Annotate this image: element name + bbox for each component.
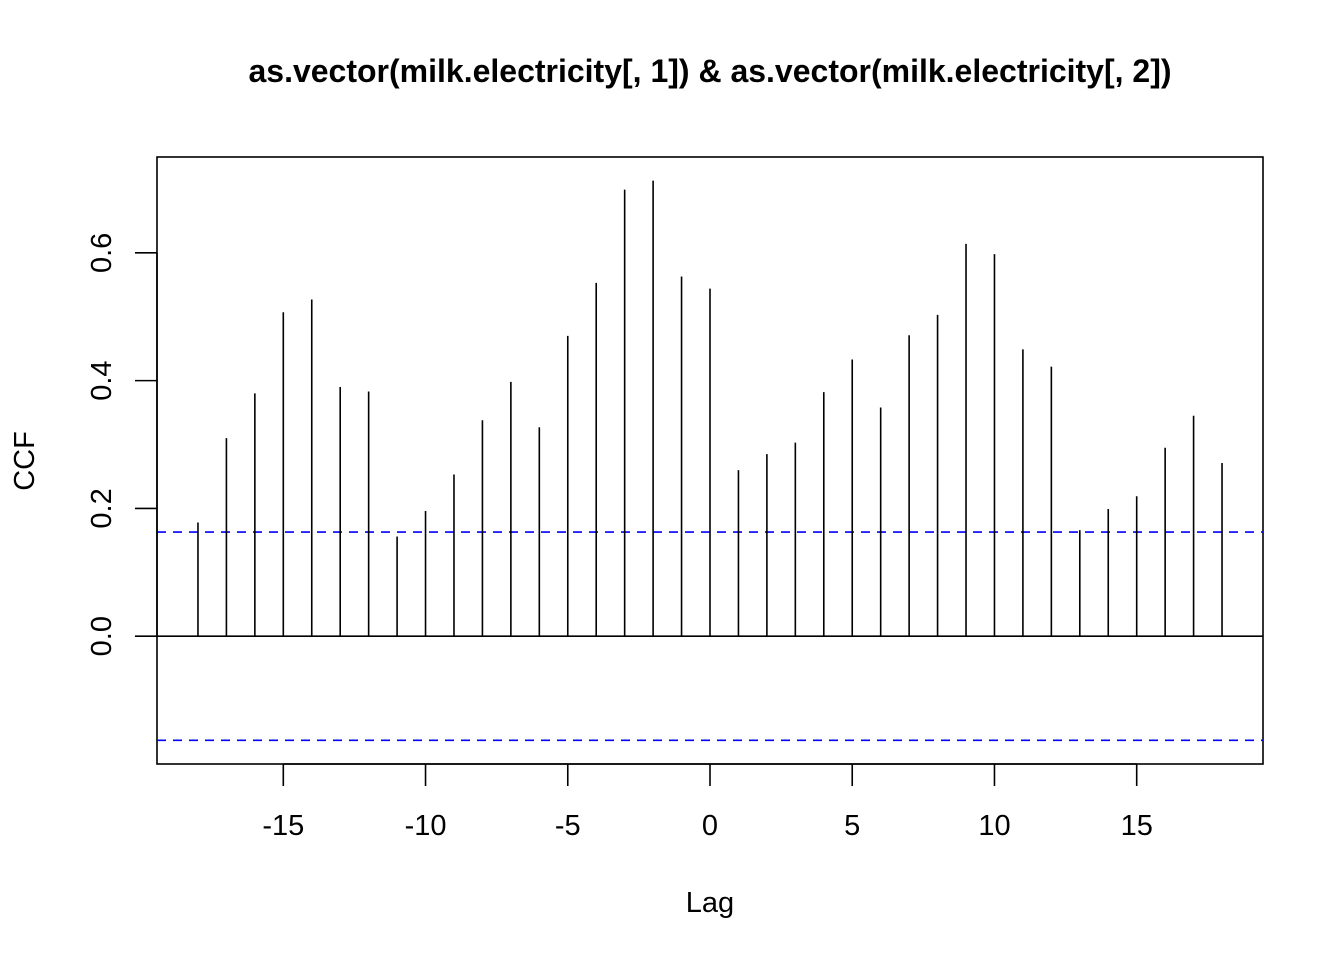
chart-title: as.vector(milk.electricity[, 1]) & as.ve… — [248, 53, 1171, 89]
x-tick-label: 0 — [702, 810, 718, 842]
x-tick-label: 10 — [978, 810, 1010, 842]
x-tick-label: -10 — [405, 810, 447, 842]
y-tick-label: 0.0 — [86, 616, 118, 656]
y-tick-label: 0.6 — [86, 233, 118, 273]
y-tick-label: 0.4 — [86, 360, 118, 400]
plot-area: -15 -10 -5 0 5 10 15 0.0 0.2 0.4 0.6 — [86, 156, 1264, 842]
x-tick-label: 5 — [844, 810, 860, 842]
x-tick-label: -15 — [262, 810, 304, 842]
x-axis-label: Lag — [686, 887, 734, 919]
y-axis-label: CCF — [9, 431, 41, 491]
x-tick-label: -5 — [555, 810, 581, 842]
x-tick-label: 15 — [1121, 810, 1153, 842]
y-tick-label: 0.2 — [86, 488, 118, 528]
